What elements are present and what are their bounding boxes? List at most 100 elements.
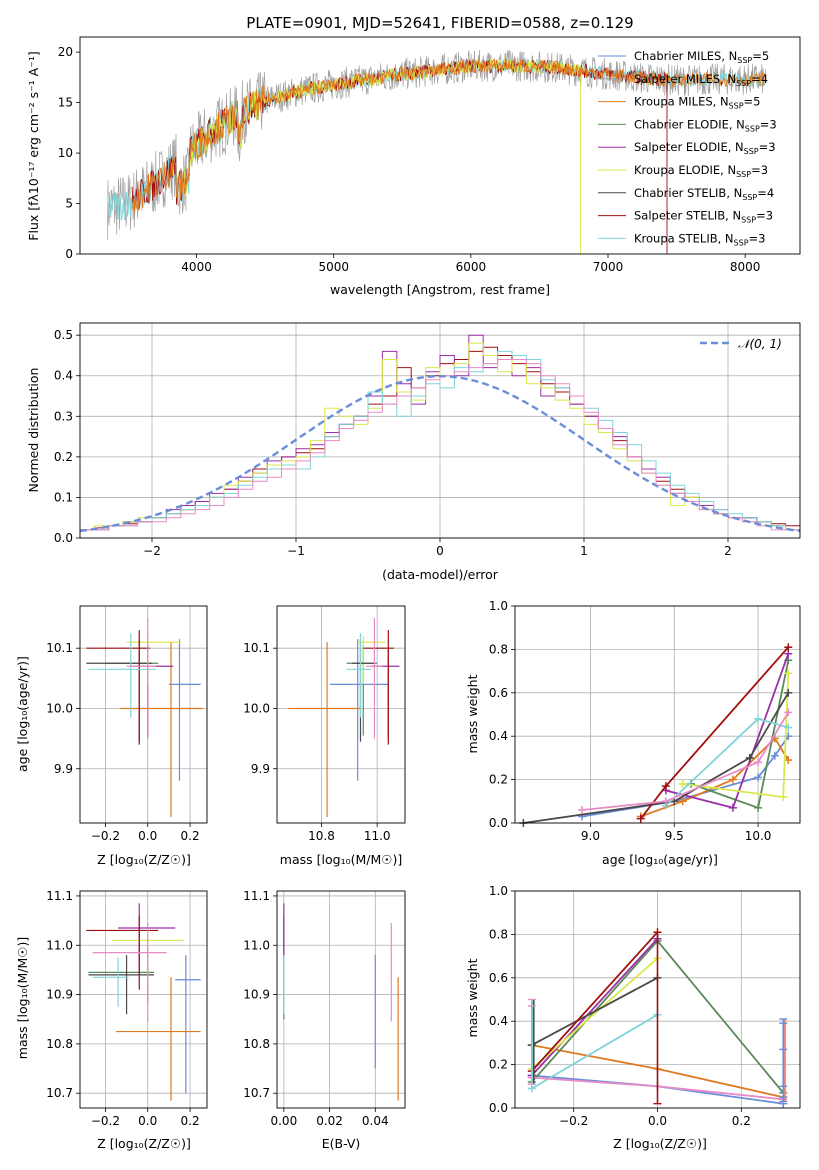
spectrum-series-line: [131, 58, 668, 254]
spectrum-xtick-label: 5000: [318, 260, 349, 274]
age-vs-mass-plot: 10.8 11.0 9.9 10.0 10.1: [243, 605, 406, 843]
spectrum-legend-label: Salpeter ELODIE, NSSP=3: [634, 140, 776, 156]
spectrum-plot: 4000 5000 6000 7000 8000 0 5 10 15 20: [58, 36, 801, 274]
age-vs-z-xtick-label: −0.2: [91, 829, 120, 843]
weight-line: [531, 977, 658, 1046]
weight-line: [531, 1013, 658, 1090]
weight-line: [523, 692, 790, 824]
mass-vs-z-xlabel: Z [log₁₀(Z/Z☉)]: [97, 1136, 191, 1151]
spectrum-ytick-label: 20: [58, 45, 73, 59]
mass-vs-ebv-xtick-label: 0.00: [270, 1114, 297, 1128]
weight-vs-age-ytick-label: 1.0: [489, 599, 508, 613]
residuals-plot: −2 −1 0 1 2 0.0 0.1 0.2 0.3 0.4 0.5 𝒩(0, 1): [54, 322, 801, 558]
weight-vs-age-ytick-label: 0.4: [489, 729, 508, 743]
spectrum-panel: PLATE=0901, MJD=52641, FIBERID=0588, z=0…: [26, 14, 801, 297]
mass-vs-ebv-plot: 0.00 0.02 0.04 10.7 10.8 10.9 11.0 11.1: [243, 889, 406, 1128]
spectrum-ytick-label: 15: [58, 96, 73, 110]
residuals-xlabel: (data-model)/error: [382, 567, 499, 582]
weight-vs-z-xtick-label: 0.2: [732, 1114, 751, 1128]
weight-vs-z-ytick-label: 0.6: [489, 971, 508, 985]
spectrum-legend-label: Kroupa ELODIE, NSSP=3: [634, 163, 768, 179]
mass-vs-ebv-ytick-label: 11.0: [243, 938, 270, 952]
age-vs-mass-xlabel: mass [log₁₀(M/M☉)]: [280, 852, 402, 867]
spectrum-legend-label: Kroupa STELIB, NSSP=3: [634, 231, 765, 247]
mass-vs-ebv-ytick-label: 10.7: [243, 1086, 270, 1100]
weight-vs-z-ytick-label: 0.0: [489, 1101, 508, 1115]
weight-line: [531, 938, 659, 1077]
spectrum-legend-label: Salpeter MILES, NSSP=4: [634, 72, 768, 88]
weight-vs-z-ylabel: mass weight: [465, 958, 480, 1037]
mass-vs-z-ytick-label: 10.8: [46, 1037, 73, 1051]
weight-vs-age-ytick-label: 0.8: [489, 642, 508, 656]
age-vs-z-ytick-label: 9.9: [54, 762, 73, 776]
mass-vs-z-ylabel: mass [log₁₀(M/M☉)]: [15, 937, 30, 1059]
age-vs-mass-xtick-label: 10.8: [308, 829, 335, 843]
residuals-ytick-label: 0.0: [54, 531, 73, 545]
spectrum-ytick-label: 0: [65, 247, 73, 261]
weight-vs-age-xtick-label: 10.0: [745, 829, 772, 843]
weight-vs-z-xlabel: Z [log₁₀(Z/Z☉)]: [613, 1136, 707, 1151]
weight-line: [531, 931, 659, 1072]
residuals-panel: −2 −1 0 1 2 0.0 0.1 0.2 0.3 0.4 0.5 𝒩(0, 1) (data-m…: [26, 322, 801, 582]
residuals-ylabel: Normed distribution: [26, 368, 41, 493]
weight-vs-age-frame: [514, 605, 801, 824]
mass-vs-z-xtick-label: −0.2: [91, 1114, 120, 1128]
mass-vs-z-panel: −0.2 0.0 0.2 10.7 10.8 10.9 11.0 11.1 Z [log₁₀(…: [15, 889, 208, 1151]
residuals-xtick-label: −2: [143, 544, 161, 558]
mass-vs-ebv-ytick-label: 10.9: [243, 988, 270, 1002]
histogram-step: [80, 350, 800, 531]
spectrum-ytick-label: 5: [65, 197, 73, 211]
spectrum-xtick-label: 8000: [730, 260, 761, 274]
spectrum-legend-label: Kroupa MILES, NSSP=5: [634, 95, 760, 111]
mass-vs-ebv-xtick-label: 0.02: [316, 1114, 343, 1128]
residuals-ytick-label: 0.5: [54, 328, 73, 342]
weight-vs-age-ytick-label: 0.2: [489, 773, 508, 787]
age-vs-z-xtick-label: 0.0: [138, 829, 157, 843]
residuals-ytick-label: 0.3: [54, 409, 73, 423]
age-vs-mass-ytick-label: 10.0: [243, 701, 270, 715]
residuals-xtick-label: −1: [287, 544, 305, 558]
weight-vs-age-xlabel: age [log₁₀(age/yr)]: [602, 852, 718, 867]
spectrum-xtick-label: 4000: [181, 260, 212, 274]
age-vs-z-panel: −0.2 0.0 0.2 9.9 10.0 10.1 Z [log₁₀(Z/Z☉)] ag…: [15, 605, 208, 867]
residuals-ytick-label: 0.2: [54, 450, 73, 464]
age-vs-z-ylabel: age [log₁₀(age/yr)]: [15, 656, 30, 772]
age-vs-mass-panel: 10.8 11.0 9.9 10.0 10.1 mass [log₁₀(M/M☉)]: [243, 605, 406, 867]
spectrum-ytick-label: 10: [58, 146, 73, 160]
spectrum-xtick-label: 6000: [456, 260, 487, 274]
age-vs-z-plot: −0.2 0.0 0.2 9.9 10.0 10.1: [46, 605, 208, 843]
weight-vs-z-frame: [514, 890, 801, 1109]
spectrum-xtick-label: 7000: [593, 260, 624, 274]
residuals-xtick-label: 2: [724, 544, 732, 558]
weight-line: [690, 660, 790, 809]
mass-vs-z-xtick-label: 0.0: [138, 1114, 157, 1128]
age-vs-mass-xtick-label: 11.0: [364, 829, 391, 843]
weight-vs-z-ytick-label: 0.4: [489, 1014, 508, 1028]
normal-curve: [79, 374, 801, 533]
age-vs-mass-ytick-label: 9.9: [251, 762, 270, 776]
weight-vs-age-xtick-label: 9.5: [665, 829, 684, 843]
mass-vs-z-ytick-label: 10.9: [46, 988, 73, 1002]
normal-legend-label: 𝒩(0, 1): [738, 337, 782, 351]
residuals-ytick-label: 0.1: [54, 490, 73, 504]
weight-vs-z-ytick-label: 1.0: [489, 884, 508, 898]
weight-vs-age-ylabel: mass weight: [465, 674, 480, 753]
age-vs-z-xtick-label: 0.2: [181, 829, 200, 843]
mass-vs-ebv-xlabel: E(B-V): [322, 1136, 361, 1151]
weight-line: [582, 711, 790, 811]
weight-vs-age-plot: 9.0 9.5 10.0 0.0 0.2 0.4 0.6 0.8 1.0: [489, 599, 801, 843]
weight-vs-z-plot: −0.2 0.0 0.2 0.0 0.2 0.4 0.6 0.8 1.0: [489, 884, 801, 1128]
spectrum-ylabel: Flux [fλ10⁻¹⁷ erg cm⁻² s⁻¹ A⁻¹]: [26, 51, 41, 240]
spectrum-legend: Chabrier MILES, NSSP=5 Salpeter MILES, NS…: [598, 49, 777, 247]
spectrum-legend-label: Chabrier STELIB, NSSP=4: [634, 186, 774, 202]
mass-vs-ebv-xtick-label: 0.04: [362, 1114, 389, 1128]
mass-vs-z-xtick-label: 0.2: [181, 1114, 200, 1128]
spectrum-legend-label: Chabrier MILES, NSSP=5: [634, 49, 769, 65]
weight-vs-age-xtick-label: 9.0: [581, 829, 600, 843]
residuals-xtick-label: 1: [580, 544, 588, 558]
mass-vs-z-ytick-label: 11.0: [46, 938, 73, 952]
spectrum-legend-label: Salpeter STELIB, NSSP=3: [634, 209, 773, 225]
spectrum-series-line: [131, 57, 767, 214]
weight-vs-z-xtick-label: −0.2: [559, 1114, 588, 1128]
